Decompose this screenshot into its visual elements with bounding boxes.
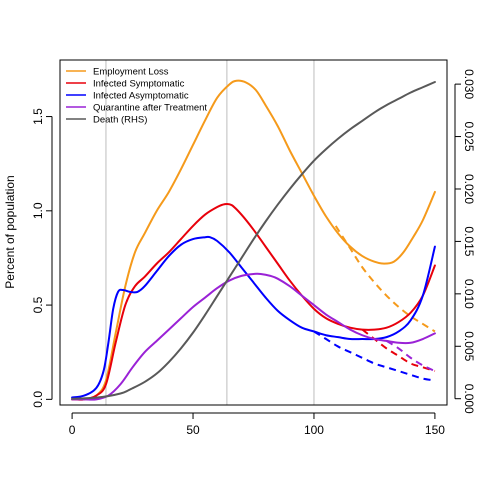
y-axis-left: 0.0 0.5 1.0 1.5 — [31, 108, 53, 408]
reference-lines — [105, 60, 315, 405]
series-line-employment-loss — [71, 79, 436, 401]
y-axis-title: Percent of population — [3, 175, 17, 288]
y2-tick-label: 0.010 — [462, 279, 476, 309]
legend-label-infected-symptomatic: Infected Symptomatic — [93, 79, 185, 90]
x-tick-label: 100 — [304, 423, 324, 437]
x-tick-label: 150 — [425, 423, 445, 437]
y2-tick-label: 0.025 — [462, 122, 476, 152]
series-line-quarantine-after-treatment — [71, 272, 436, 401]
legend-label-infected-asymptomatic: Infected Asymptomatic — [93, 91, 189, 102]
y-axis-right: 0.000 0.005 0.010 0.015 0.020 0.025 0.030 — [454, 69, 476, 414]
series-projection-quarantine-after-treatment — [386, 340, 436, 372]
y2-tick-label: 0.000 — [462, 384, 476, 414]
y2-tick-label: 0.020 — [462, 174, 476, 204]
y-tick-label: 0.5 — [31, 296, 45, 313]
series-projection-infected-asymptomatic — [313, 330, 436, 382]
x-tick-label: 0 — [69, 423, 76, 437]
series-layer — [71, 79, 436, 401]
plot-frame — [59, 59, 448, 406]
legend-label-employment-loss: Employment Loss — [93, 67, 169, 78]
y-tick-label: 0.0 — [31, 391, 45, 408]
y-tick-label: 1.0 — [31, 202, 45, 219]
legend-label-quarantine-after-treatment: Quarantine after Treatment — [93, 103, 207, 114]
x-axis: 0 50 100 150 — [69, 412, 445, 437]
x-tick-label: 50 — [186, 423, 200, 437]
series-line-infected-asymptomatic — [71, 235, 436, 399]
y2-tick-label: 0.030 — [462, 69, 476, 99]
series-line-infected-symptomatic — [71, 202, 436, 401]
series-projection-employment-loss — [334, 225, 436, 333]
y2-tick-label: 0.005 — [462, 331, 476, 361]
y2-tick-label: 0.015 — [462, 226, 476, 256]
legend-label-death-rhs: Death (RHS) — [93, 115, 147, 126]
y-tick-label: 1.5 — [31, 108, 45, 125]
series-line-death-rhs — [71, 81, 436, 400]
